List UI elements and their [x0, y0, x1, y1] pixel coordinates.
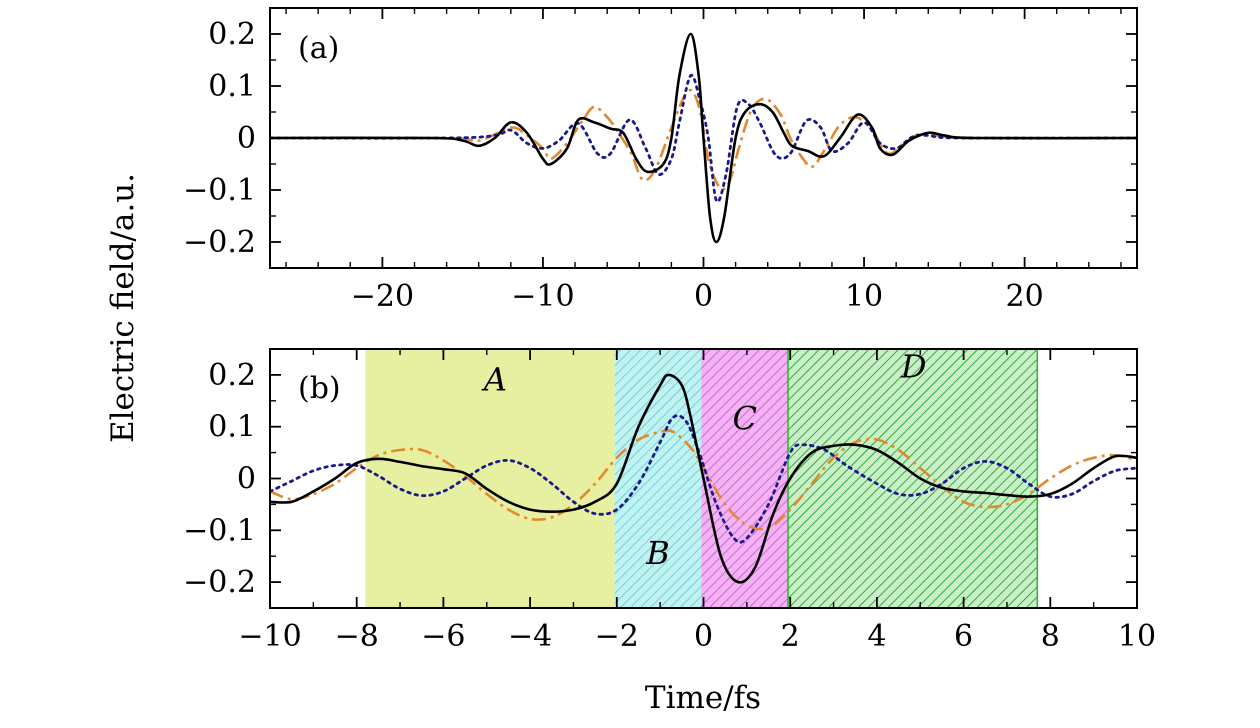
y-tick-label: 0.1	[208, 410, 256, 445]
region-b	[614, 349, 702, 608]
x-tick-label: 0	[694, 279, 713, 314]
x-tick-label: −4	[508, 619, 552, 654]
y-tick-label: 0	[237, 121, 256, 156]
panel-b: −10 −8 −6 −4 −2 0 2 4 6 8 10 −0.2 −0.1 0 0.1 0.2 (b) A B C D	[183, 347, 1156, 654]
x-axis-title: Time/fs	[645, 680, 761, 716]
region-label-d: D	[900, 347, 927, 385]
y-axis-title: Electric field/a.u.	[105, 173, 141, 443]
region-d	[787, 348, 1039, 609]
x-tick-label: 4	[867, 619, 886, 654]
region-a	[365, 349, 615, 608]
region-label-a: A	[481, 360, 507, 398]
x-tick-label: −2	[595, 619, 639, 654]
x-tick-label: 2	[781, 619, 800, 654]
panel-a: −20 −10 0 10 20 −0.2 −0.1 0 0.1 0.2 (a)	[183, 7, 1138, 314]
x-tick-label: −20	[351, 279, 414, 314]
x-tick-label: 0	[694, 619, 713, 654]
y-tick-label: −0.2	[183, 565, 256, 600]
ticks: −20 −10 0 10 20 −0.2 −0.1 0 0.1 0.2	[183, 7, 1137, 314]
y-tick-label: 0	[237, 462, 256, 497]
x-tick-label: −10	[238, 619, 301, 654]
x-tick-label: 8	[1041, 619, 1060, 654]
y-tick-label: −0.1	[183, 173, 256, 208]
series-group	[270, 32, 1137, 244]
y-tick-label: −0.2	[183, 225, 256, 260]
ticks: −10 −8 −6 −4 −2 0 2 4 6 8 10 −0.2 −0.1 0 0.1 0.2	[183, 348, 1156, 654]
panel-label: (a)	[298, 31, 339, 66]
series-group	[270, 373, 1137, 584]
region-label-b: B	[645, 534, 670, 572]
x-tick-label: 6	[954, 619, 973, 654]
x-tick-label: −6	[421, 619, 465, 654]
series-line-solid	[270, 373, 1137, 584]
y-tick-label: −0.1	[183, 513, 256, 548]
y-tick-label: 0.1	[208, 69, 256, 104]
region-label-c: C	[732, 399, 756, 437]
region-c	[701, 349, 789, 608]
x-tick-label: 10	[1118, 619, 1156, 654]
series-line-solid	[270, 32, 1137, 244]
series-line-dashed	[270, 429, 1137, 531]
panel-label: (b)	[298, 371, 341, 406]
series-line-dotted	[270, 73, 1137, 204]
y-tick-label: 0.2	[208, 358, 256, 393]
x-tick-label: −10	[511, 279, 574, 314]
x-tick-label: 20	[1006, 279, 1044, 314]
y-tick-label: 0.2	[208, 17, 256, 52]
x-tick-label: 10	[845, 279, 883, 314]
x-tick-label: −8	[335, 619, 379, 654]
